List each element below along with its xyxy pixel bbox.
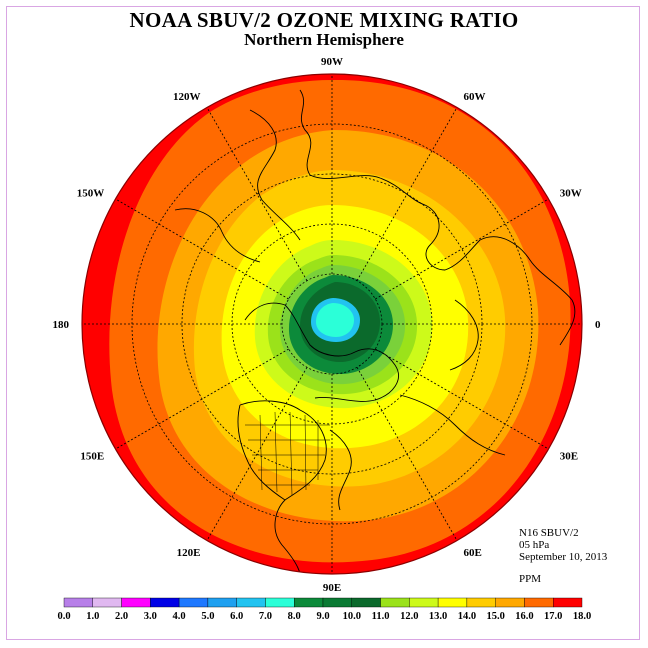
colorbar: 0.0 1.0 2.0 3.0 4.0 5.0 6.0 7.0 8.0 9.0 10.0 11.0 12… — [57, 597, 591, 622]
longitude-label: 60W — [464, 91, 486, 103]
longitude-label: 150W — [77, 188, 105, 200]
ozone-field — [82, 74, 582, 574]
map-outline — [81, 73, 583, 575]
band-core — [316, 303, 354, 337]
colorbar-tick-label: 6.0 — [230, 611, 243, 622]
colorbar-swatch — [437, 597, 468, 608]
colorbar-swatch — [409, 597, 439, 608]
colorbar-swatch — [121, 597, 151, 608]
colorbar-swatch — [466, 597, 496, 608]
colorbar-tick-label: 12.0 — [400, 611, 418, 622]
longitude-labels: 90E 60E 30E 0 30W 60W 90W 120W 150W 180 150E 120E — [53, 56, 602, 594]
colorbar-swatch — [150, 597, 180, 608]
graticule — [82, 74, 582, 574]
us-state-grid — [245, 411, 330, 496]
colorbar-tick-label: 7.0 — [259, 611, 272, 622]
pressure-label: 05 hPa — [519, 539, 550, 551]
colorbar-swatch — [351, 597, 381, 608]
colorbar-swatch — [207, 597, 237, 608]
colorbar-tick-label: 1.0 — [86, 611, 99, 622]
colorbar-swatch — [63, 597, 93, 608]
plot-frame — [6, 6, 640, 640]
info-block: N16 SBUV/2 05 hPa September 10, 2013 — [519, 527, 607, 563]
colorbar-tick-label: 16.0 — [515, 611, 533, 622]
units-label: PPM — [519, 573, 542, 585]
colorbar-swatch — [380, 597, 410, 608]
meridian-line — [375, 348, 549, 450]
colorbar-swatch — [294, 597, 324, 608]
longitude-label: 90E — [323, 582, 341, 594]
meridian-line — [206, 107, 308, 281]
colorbar-tick-label: 3.0 — [144, 611, 157, 622]
longitude-label: 180 — [53, 319, 70, 331]
colorbar-swatch — [265, 597, 295, 608]
meridian-line — [356, 367, 458, 541]
colorbar-tick-label: 13.0 — [429, 611, 447, 622]
colorbar-swatch — [92, 597, 122, 608]
colorbar-tick-label: 15.0 — [486, 611, 504, 622]
colorbar-tick-label: 9.0 — [316, 611, 329, 622]
date-label: September 10, 2013 — [519, 551, 608, 563]
colorbar-tick-label: 4.0 — [173, 611, 186, 622]
map-title: NOAA SBUV/2 OZONE MIXING RATIO — [129, 8, 519, 32]
meridian-line — [206, 367, 308, 541]
colorbar-tick-label: 5.0 — [201, 611, 214, 622]
meridian-line — [115, 348, 289, 450]
longitude-label: 150E — [80, 451, 104, 463]
longitude-label: 120W — [173, 91, 201, 103]
longitude-label: 60E — [464, 547, 482, 559]
colorbar-tick-label: 10.0 — [343, 611, 361, 622]
coastlines — [174, 89, 576, 574]
longitude-label: 30E — [560, 451, 578, 463]
colorbar-swatch — [553, 597, 583, 608]
colorbar-tick-label: 2.0 — [115, 611, 128, 622]
colorbar-tick-label: 0.0 — [57, 611, 70, 622]
colorbar-swatch — [178, 597, 209, 608]
longitude-label: 0 — [595, 319, 601, 331]
colorbar-swatch — [495, 597, 525, 608]
longitude-label: 90W — [321, 56, 343, 68]
colorbar-tick-label: 14.0 — [458, 611, 476, 622]
map-subtitle: Northern Hemisphere — [244, 30, 404, 49]
longitude-label: 30W — [560, 188, 582, 200]
meridian-line — [115, 198, 289, 300]
colorbar-swatch — [236, 597, 266, 608]
meridian-line — [375, 198, 549, 300]
colorbar-tick-label: 11.0 — [372, 611, 390, 622]
colorbar-tick-label: 17.0 — [544, 611, 562, 622]
colorbar-tick-label: 8.0 — [288, 611, 301, 622]
colorbar-tick-label: 18.0 — [573, 611, 591, 622]
longitude-label: 120E — [177, 547, 201, 559]
satellite-label: N16 SBUV/2 — [519, 527, 579, 539]
colorbar-swatch — [524, 597, 554, 608]
meridian-line — [356, 107, 458, 281]
colorbar-swatch — [322, 597, 352, 608]
